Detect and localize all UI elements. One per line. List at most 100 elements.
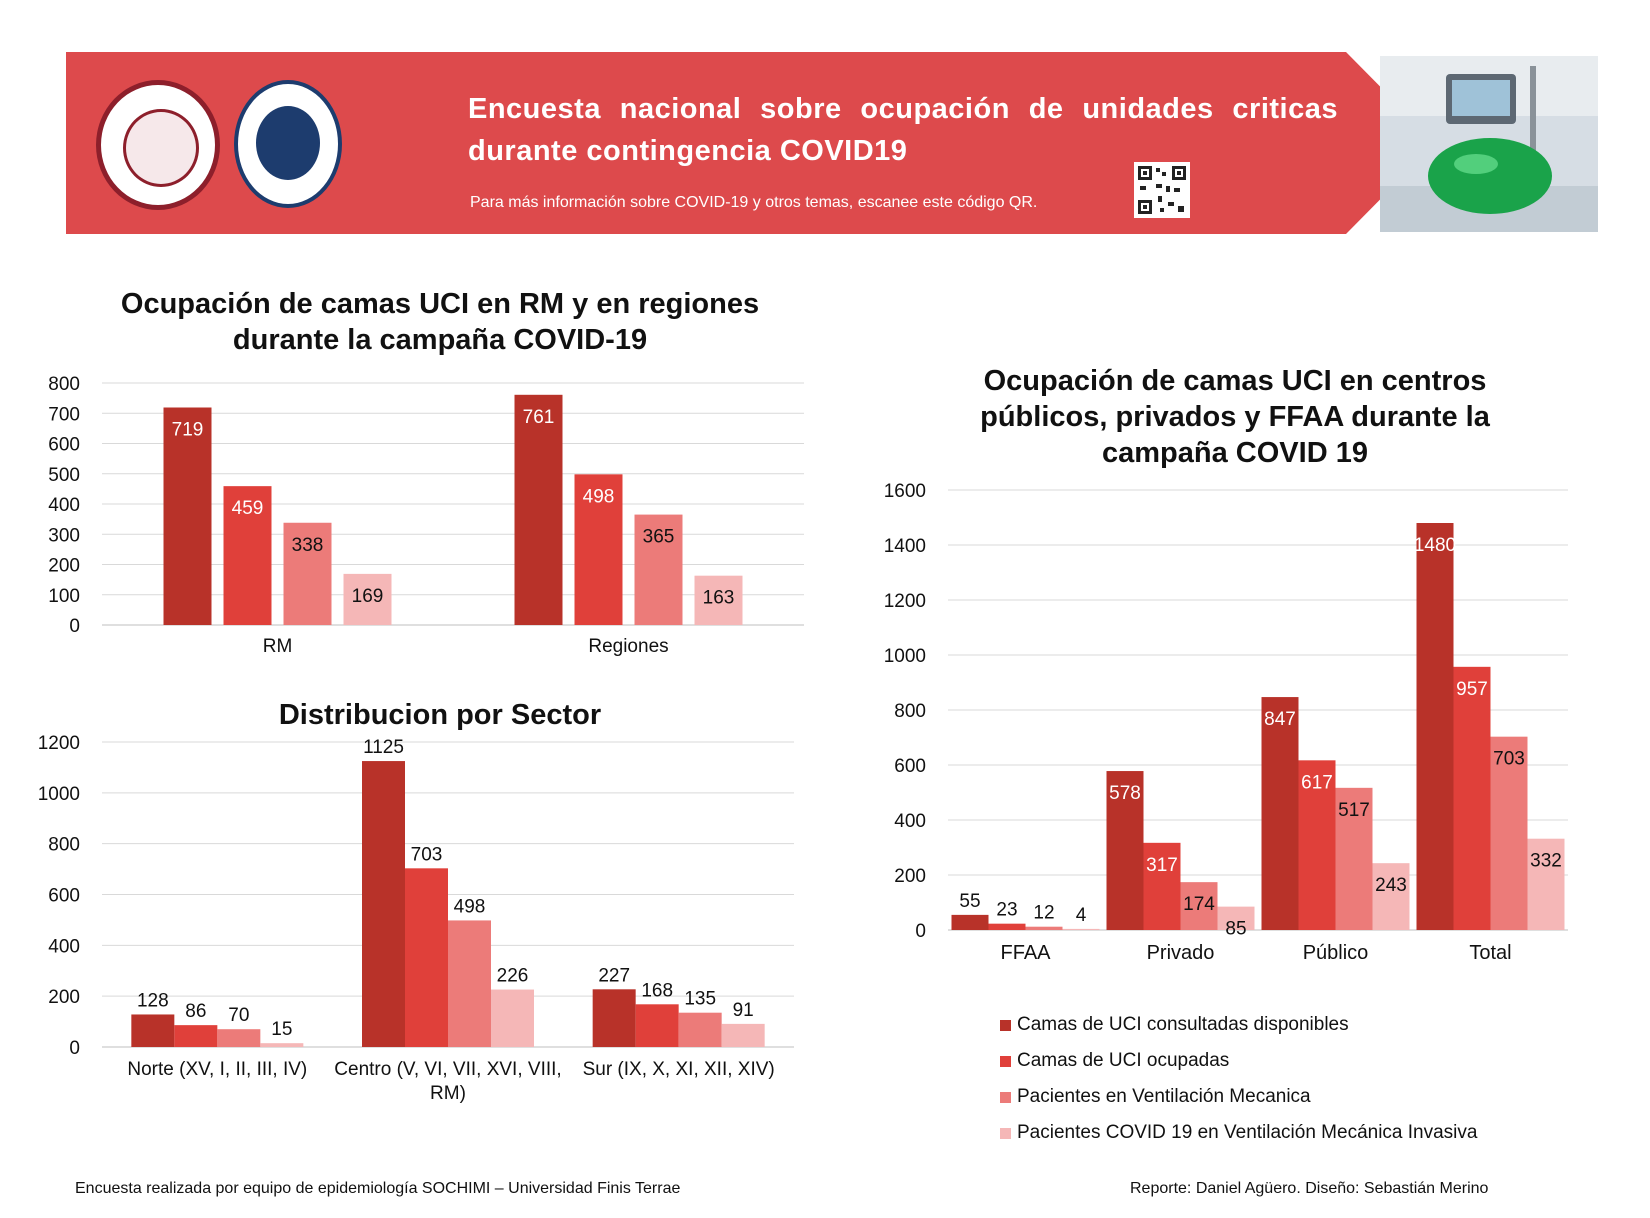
- data-label: 1480: [1414, 535, 1456, 556]
- bar: [1025, 926, 1063, 930]
- data-label: 365: [643, 527, 675, 548]
- bar: [1180, 882, 1218, 930]
- legend-label: Pacientes en Ventilación Mecanica: [1017, 1086, 1311, 1107]
- qr-code-icon: [1134, 162, 1190, 218]
- bar: [1372, 863, 1410, 930]
- y-tick-label: 800: [48, 835, 80, 856]
- data-label: 957: [1456, 679, 1488, 700]
- data-label: 1125: [363, 737, 404, 758]
- sochimi-logo: [96, 80, 220, 210]
- data-label: 617: [1301, 772, 1333, 793]
- data-label: 227: [598, 965, 630, 986]
- y-tick-label: 1200: [38, 735, 80, 754]
- legend-label: Pacientes COVID 19 en Ventilación Mecáni…: [1017, 1122, 1478, 1143]
- x-category-label: FFAA: [1000, 942, 1051, 964]
- x-category-label: Regiones: [588, 636, 668, 657]
- bar: [694, 575, 743, 625]
- data-label: 847: [1264, 709, 1296, 730]
- bar: [131, 1014, 175, 1047]
- legend-swatch: [1000, 1128, 1011, 1139]
- chart-centros: 0 200 400 600 800 1000 1200 1400 1600 55 23 12 4 FFAA…: [884, 481, 1568, 964]
- bar: [592, 989, 636, 1047]
- finis-terrae-logo: [234, 80, 342, 208]
- banner-subtitle: Para más información sobre COVID-19 y ot…: [470, 194, 1038, 211]
- y-tick-label: 1400: [884, 536, 926, 557]
- y-tick-label: 400: [48, 495, 80, 516]
- y-tick-label: 700: [48, 404, 80, 425]
- data-label: 703: [1493, 749, 1525, 770]
- x-category-label: Total: [1469, 942, 1511, 964]
- bar: [491, 989, 534, 1047]
- data-label: 243: [1375, 875, 1407, 896]
- data-label: 332: [1530, 851, 1562, 872]
- x-category-label: Público: [1303, 942, 1369, 964]
- y-tick-label: 200: [48, 987, 80, 1008]
- bar: [1453, 666, 1491, 930]
- y-tick-label: 0: [69, 616, 80, 637]
- y-tick-label: 200: [48, 556, 80, 577]
- x-category-label: Centro (V, VI, VII, XVI, VIII,: [334, 1059, 561, 1080]
- y-tick-label: 600: [48, 886, 80, 907]
- y-tick-label: 400: [894, 811, 926, 832]
- data-label: 15: [271, 1019, 292, 1040]
- bar: [678, 1012, 722, 1047]
- bar: [223, 486, 272, 625]
- bar: [634, 514, 683, 625]
- bar: [514, 394, 563, 625]
- y-tick-label: 400: [48, 936, 80, 957]
- footer-left: Encuesta realizada por equipo de epidemi…: [75, 1180, 681, 1197]
- data-label: 174: [1183, 894, 1215, 915]
- y-tick-label: 1000: [884, 646, 926, 667]
- bar: [1490, 736, 1528, 930]
- x-category-label: Norte (XV, I, II, III, IV): [127, 1059, 307, 1080]
- bar: [1062, 928, 1100, 930]
- data-label: 168: [641, 980, 673, 1001]
- data-label: 226: [497, 966, 529, 987]
- chart-sector: 0 200 400 600 800 1000 1200 128 86 70 15 Norte (XV,…: [38, 735, 794, 1104]
- chart-rm-regiones: 0 100 200 300 400 500 600 700 800 719 459 338 169 RM 7…: [48, 374, 804, 657]
- y-tick-label: 1000: [38, 784, 80, 805]
- data-label: 12: [1033, 903, 1054, 924]
- banner-title: Encuesta nacional sobre ocupación de uni…: [468, 93, 1338, 167]
- x-category-label: Sur (IX, X, XI, XII, XIV): [583, 1059, 775, 1080]
- x-category-label-line2: RM): [430, 1083, 466, 1104]
- y-tick-label: 600: [894, 756, 926, 777]
- data-label: 317: [1146, 855, 1178, 876]
- data-label: 578: [1109, 783, 1141, 804]
- data-label: 55: [959, 891, 980, 912]
- bar: [951, 914, 989, 930]
- data-label: 517: [1338, 800, 1370, 821]
- legend-swatch: [1000, 1056, 1011, 1067]
- bar: [1261, 697, 1299, 930]
- bar: [343, 573, 392, 625]
- x-category-label: Privado: [1147, 942, 1215, 964]
- data-label: 23: [996, 900, 1017, 921]
- bar: [721, 1023, 765, 1047]
- y-tick-label: 200: [894, 866, 926, 887]
- y-tick-label: 600: [48, 435, 80, 456]
- y-tick-label: 100: [48, 586, 80, 607]
- bar: [635, 1004, 679, 1047]
- data-label: 498: [454, 896, 486, 917]
- data-label: 169: [352, 586, 384, 607]
- bar: [988, 923, 1026, 930]
- bar: [217, 1029, 261, 1047]
- data-label: 86: [185, 1001, 206, 1022]
- bar: [1217, 906, 1255, 930]
- data-label: 459: [232, 498, 264, 519]
- bar: [362, 761, 405, 1047]
- data-label: 498: [583, 486, 615, 507]
- y-tick-label: 500: [48, 465, 80, 486]
- bar: [260, 1043, 304, 1047]
- data-label: 163: [703, 588, 735, 609]
- bar: [283, 522, 332, 625]
- data-label: 719: [172, 420, 204, 441]
- ventilator-photo: [1380, 56, 1598, 232]
- data-label: 761: [523, 407, 555, 428]
- y-tick-label: 0: [915, 921, 926, 942]
- data-label: 91: [733, 1000, 754, 1021]
- chart-centros-title: Ocupación de camas UCI en centros públic…: [980, 365, 1490, 469]
- y-tick-label: 1600: [884, 481, 926, 502]
- bar: [174, 1025, 218, 1047]
- data-label: 4: [1076, 905, 1087, 926]
